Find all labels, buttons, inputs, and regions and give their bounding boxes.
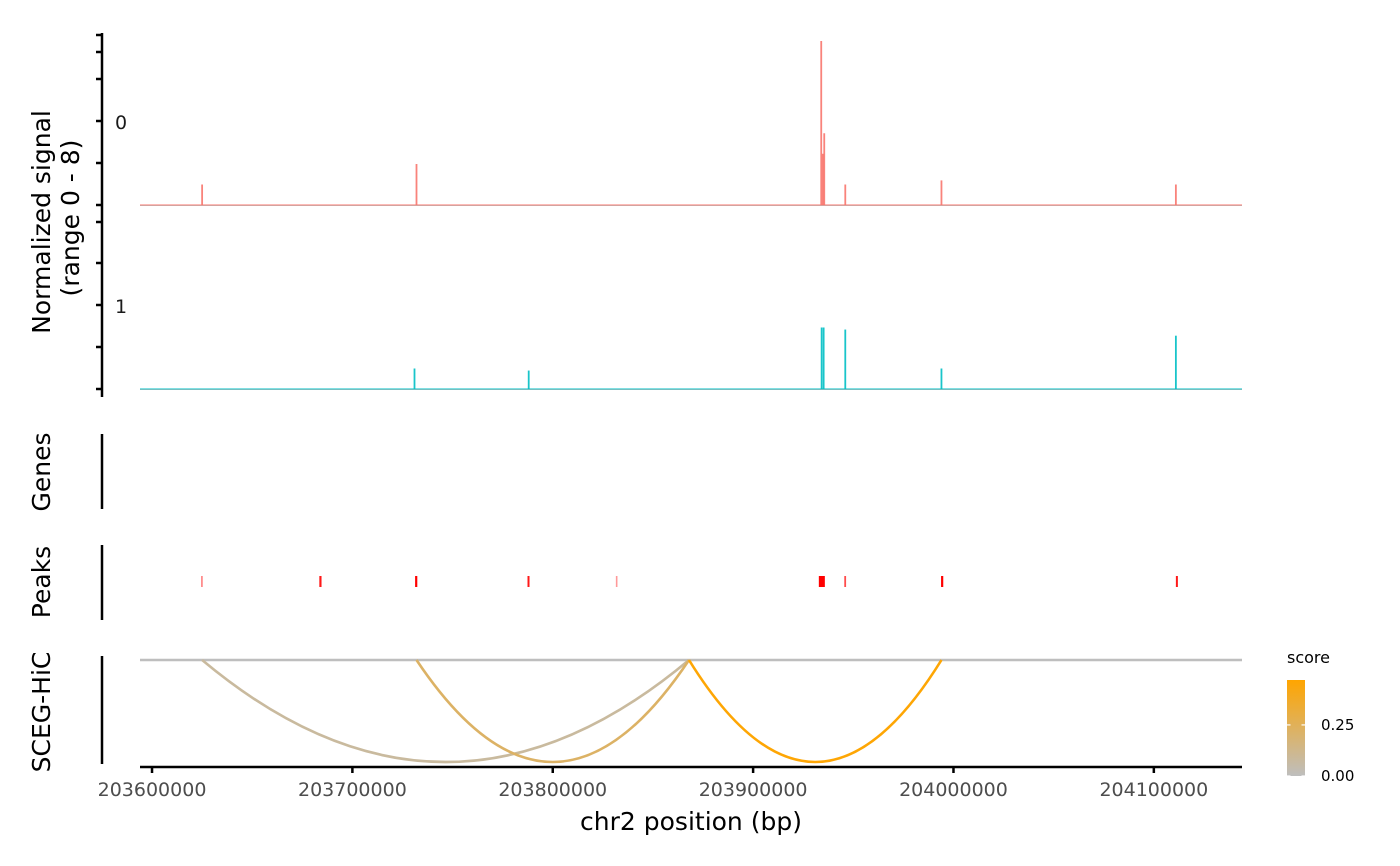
genes-y-title: Genes: [27, 432, 56, 511]
coverage-spike-track-1: [413, 368, 416, 389]
x-axis-tick-label: 203900000: [699, 779, 808, 801]
x-axis-ticks: 203600000 203700000 203800000 203900000 2040…: [98, 767, 1208, 801]
peaks-track: Peaks: [27, 545, 1178, 620]
peak-mark: [615, 576, 618, 587]
x-axis-tick-label: 204100000: [1099, 779, 1208, 801]
score-legend: score 0.25 0.00: [1287, 648, 1354, 785]
x-axis-tick-label: 203600000: [98, 779, 207, 801]
x-axis-tick-label: 203800000: [498, 779, 607, 801]
legend-colorbar: [1287, 680, 1305, 776]
peak-mark: [818, 576, 825, 587]
link-arc: [687, 659, 943, 764]
coverage-y-title: Normalized signal (range 0 - 8): [27, 102, 85, 334]
coverage-spike-track-0: [201, 184, 204, 205]
coverage-y-title-line2: (range 0 - 8): [56, 140, 85, 297]
legend-title: score: [1287, 648, 1330, 667]
coverage-spike-track-0: [940, 180, 943, 205]
x-axis-tick-label: 204000000: [899, 779, 1008, 801]
x-axis-title: chr2 position (bp): [580, 807, 802, 836]
peak-mark: [941, 576, 944, 587]
legend-tick-label: 0.25: [1321, 716, 1354, 734]
peak-mark: [844, 576, 847, 587]
peak-mark: [415, 576, 418, 587]
coverage-track-label-1: 1: [115, 296, 127, 318]
coverage-spike-track-0: [415, 164, 418, 205]
genes-track: Genes: [27, 432, 104, 512]
peak-mark: [527, 576, 530, 587]
x-axis: 203600000 203700000 203800000 203900000 2040…: [98, 765, 1242, 836]
peak-mark: [1175, 576, 1178, 587]
links-track: SCEG-HiC: [27, 652, 1242, 773]
coverage-track-label-0: 0: [115, 112, 127, 134]
peak-mark: [201, 576, 203, 587]
links-y-title: SCEG-HiC: [27, 652, 56, 773]
coverage-spike-track-1: [820, 327, 823, 389]
coverage-spikes: [140, 41, 1242, 390]
peaks-y-title: Peaks: [27, 546, 56, 618]
coverage-spike-track-0: [821, 153, 824, 205]
coverage-spike-track-0: [844, 184, 847, 205]
coverage-spike-track-1: [822, 327, 825, 389]
link-arc: [201, 659, 690, 764]
legend-tick-label: 0.00: [1321, 767, 1354, 785]
coverage-spike-track-0: [820, 41, 823, 205]
legend-ticks: 0.25 0.00: [1287, 716, 1354, 785]
coverage-track: 0 1 Normalized signal (range 0 - 8): [27, 33, 1242, 397]
coverage-spike-track-1: [844, 329, 847, 389]
coverage-spike-track-1: [527, 370, 530, 389]
link-arcs: [201, 659, 943, 764]
coverage-y-title-line1: Normalized signal: [27, 110, 56, 334]
peak-marks: [201, 576, 1178, 587]
coverage-spike-track-1: [940, 368, 943, 389]
coverage-y-ticks: [96, 33, 102, 391]
peak-mark: [319, 576, 322, 587]
coverage-spike-track-0: [1174, 184, 1177, 205]
coverage-spike-track-1: [1174, 335, 1177, 389]
coverage-spike-track-0: [823, 133, 826, 205]
x-axis-tick-label: 203700000: [298, 779, 407, 801]
link-arc: [415, 659, 691, 764]
